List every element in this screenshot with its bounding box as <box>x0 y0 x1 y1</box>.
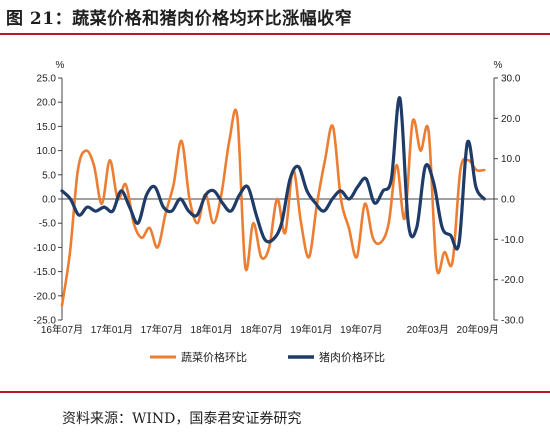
vegetable-price-line <box>60 108 486 307</box>
left-tick-label: -20.0 <box>33 291 56 302</box>
source-note: 资料来源：WIND，国泰君安证券研究 <box>62 411 302 427</box>
right-tick-label: 0.0 <box>501 195 515 206</box>
x-tick-label: 19年07月 <box>340 323 382 336</box>
x-tick-label: 17年07月 <box>141 323 183 336</box>
left-tick-label: 25.0 <box>37 74 57 85</box>
left-tick-label: 15.0 <box>37 122 57 133</box>
right-tick-label: -30.0 <box>501 316 524 327</box>
left-tick-label: -15.0 <box>33 267 56 278</box>
left-axis-unit: % <box>56 60 65 71</box>
left-tick-label: -25.0 <box>33 316 56 327</box>
x-tick-label: 17年01月 <box>91 323 133 336</box>
right-tick-label: 20.0 <box>501 114 521 125</box>
x-tick-label: 18年07月 <box>240 323 282 336</box>
pork-price-line <box>60 96 486 251</box>
right-tick-label: 30.0 <box>501 74 521 85</box>
left-tick-label: 10.0 <box>37 146 57 157</box>
x-tick-label: 18年01月 <box>191 323 233 336</box>
right-tick-label: -20.0 <box>501 275 524 286</box>
legend-label-vegetable: 蔬菜价格环比 <box>181 350 247 364</box>
chart-title: 图 21：蔬菜价格和猪肉价格均环比涨幅收窄 <box>6 9 353 29</box>
left-tick-label: 0.0 <box>42 195 56 206</box>
legend-label-pork: 猪肉价格环比 <box>319 350 385 364</box>
title-divider <box>0 33 550 35</box>
x-tick-label: 20年03月 <box>407 323 449 336</box>
x-tick-label: 16年07月 <box>41 323 83 336</box>
left-tick-label: -5.0 <box>39 219 57 230</box>
right-tick-label: 10.0 <box>501 154 521 165</box>
x-tick-label: 20年09月 <box>457 323 499 336</box>
x-tick-label: 19年01月 <box>290 323 332 336</box>
right-tick-label: -10.0 <box>501 235 524 246</box>
right-axis-unit: % <box>494 60 503 71</box>
left-tick-label: 20.0 <box>37 98 57 109</box>
left-tick-label: 5.0 <box>42 170 56 181</box>
dual-axis-line-chart: % % 25.0 20.0 15.0 10.0 5.0 0.0 -5.0 -10.0 -15.0 -2… <box>33 60 524 364</box>
left-tick-label: -10.0 <box>33 243 56 254</box>
footer-divider <box>0 391 550 393</box>
